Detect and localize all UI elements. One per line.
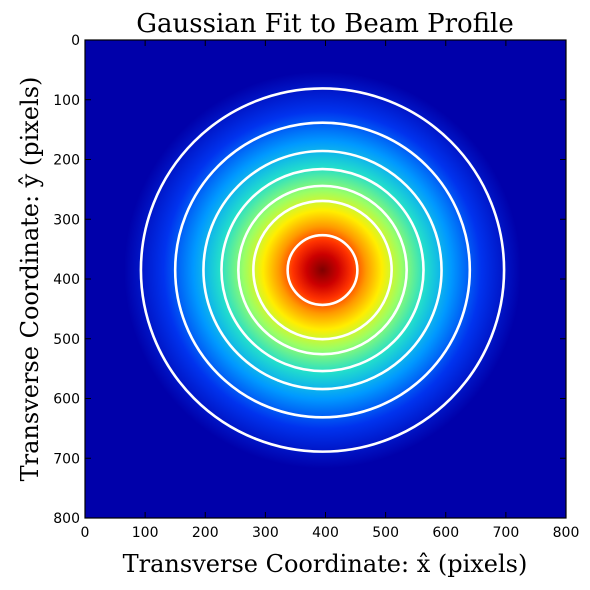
x-tick-label: 400 xyxy=(312,525,339,541)
fit-contour-7 xyxy=(139,87,506,453)
x-tick-label: 200 xyxy=(192,525,219,541)
fit-contour-1 xyxy=(286,233,359,307)
plot-area xyxy=(85,40,566,518)
y-axis-ticks: 0 100 200 300 400 500 600 700 800 xyxy=(53,33,566,527)
x-tick-label: 600 xyxy=(432,525,459,541)
beam-profile xyxy=(124,71,521,469)
fit-contours xyxy=(139,87,506,453)
y-tick-label: 300 xyxy=(53,212,80,228)
chart-title: Gaussian Fit to Beam Profile xyxy=(136,9,514,39)
x-tick-label: 300 xyxy=(252,525,279,541)
fit-contour-5 xyxy=(202,149,443,391)
fit-contour-4 xyxy=(220,167,425,373)
x-tick-label: 800 xyxy=(553,525,580,541)
x-axis-ticks: 0 100 200 300 400 500 600 700 800 xyxy=(81,40,580,541)
y-tick-label: 400 xyxy=(53,272,80,288)
fit-contour-3 xyxy=(237,184,408,356)
y-tick-label: 100 xyxy=(53,93,80,109)
y-tick-label: 600 xyxy=(53,392,80,408)
x-axis-label: Transverse Coordinate: x̂ (pixels) xyxy=(123,550,528,578)
y-tick-label: 200 xyxy=(53,153,80,169)
y-tick-label: 700 xyxy=(53,451,80,467)
fit-contour-2 xyxy=(252,199,393,341)
x-tick-label: 700 xyxy=(493,525,520,541)
x-tick-label: 500 xyxy=(372,525,399,541)
y-tick-label: 0 xyxy=(71,33,80,49)
x-tick-label: 100 xyxy=(132,525,159,541)
fit-contour-6 xyxy=(173,121,472,419)
y-axis-label: Transverse Coordinate: ŷ (pixels) xyxy=(16,77,44,482)
y-tick-label: 800 xyxy=(53,511,80,527)
y-tick-label: 500 xyxy=(53,332,80,348)
x-tick-label: 0 xyxy=(81,525,90,541)
